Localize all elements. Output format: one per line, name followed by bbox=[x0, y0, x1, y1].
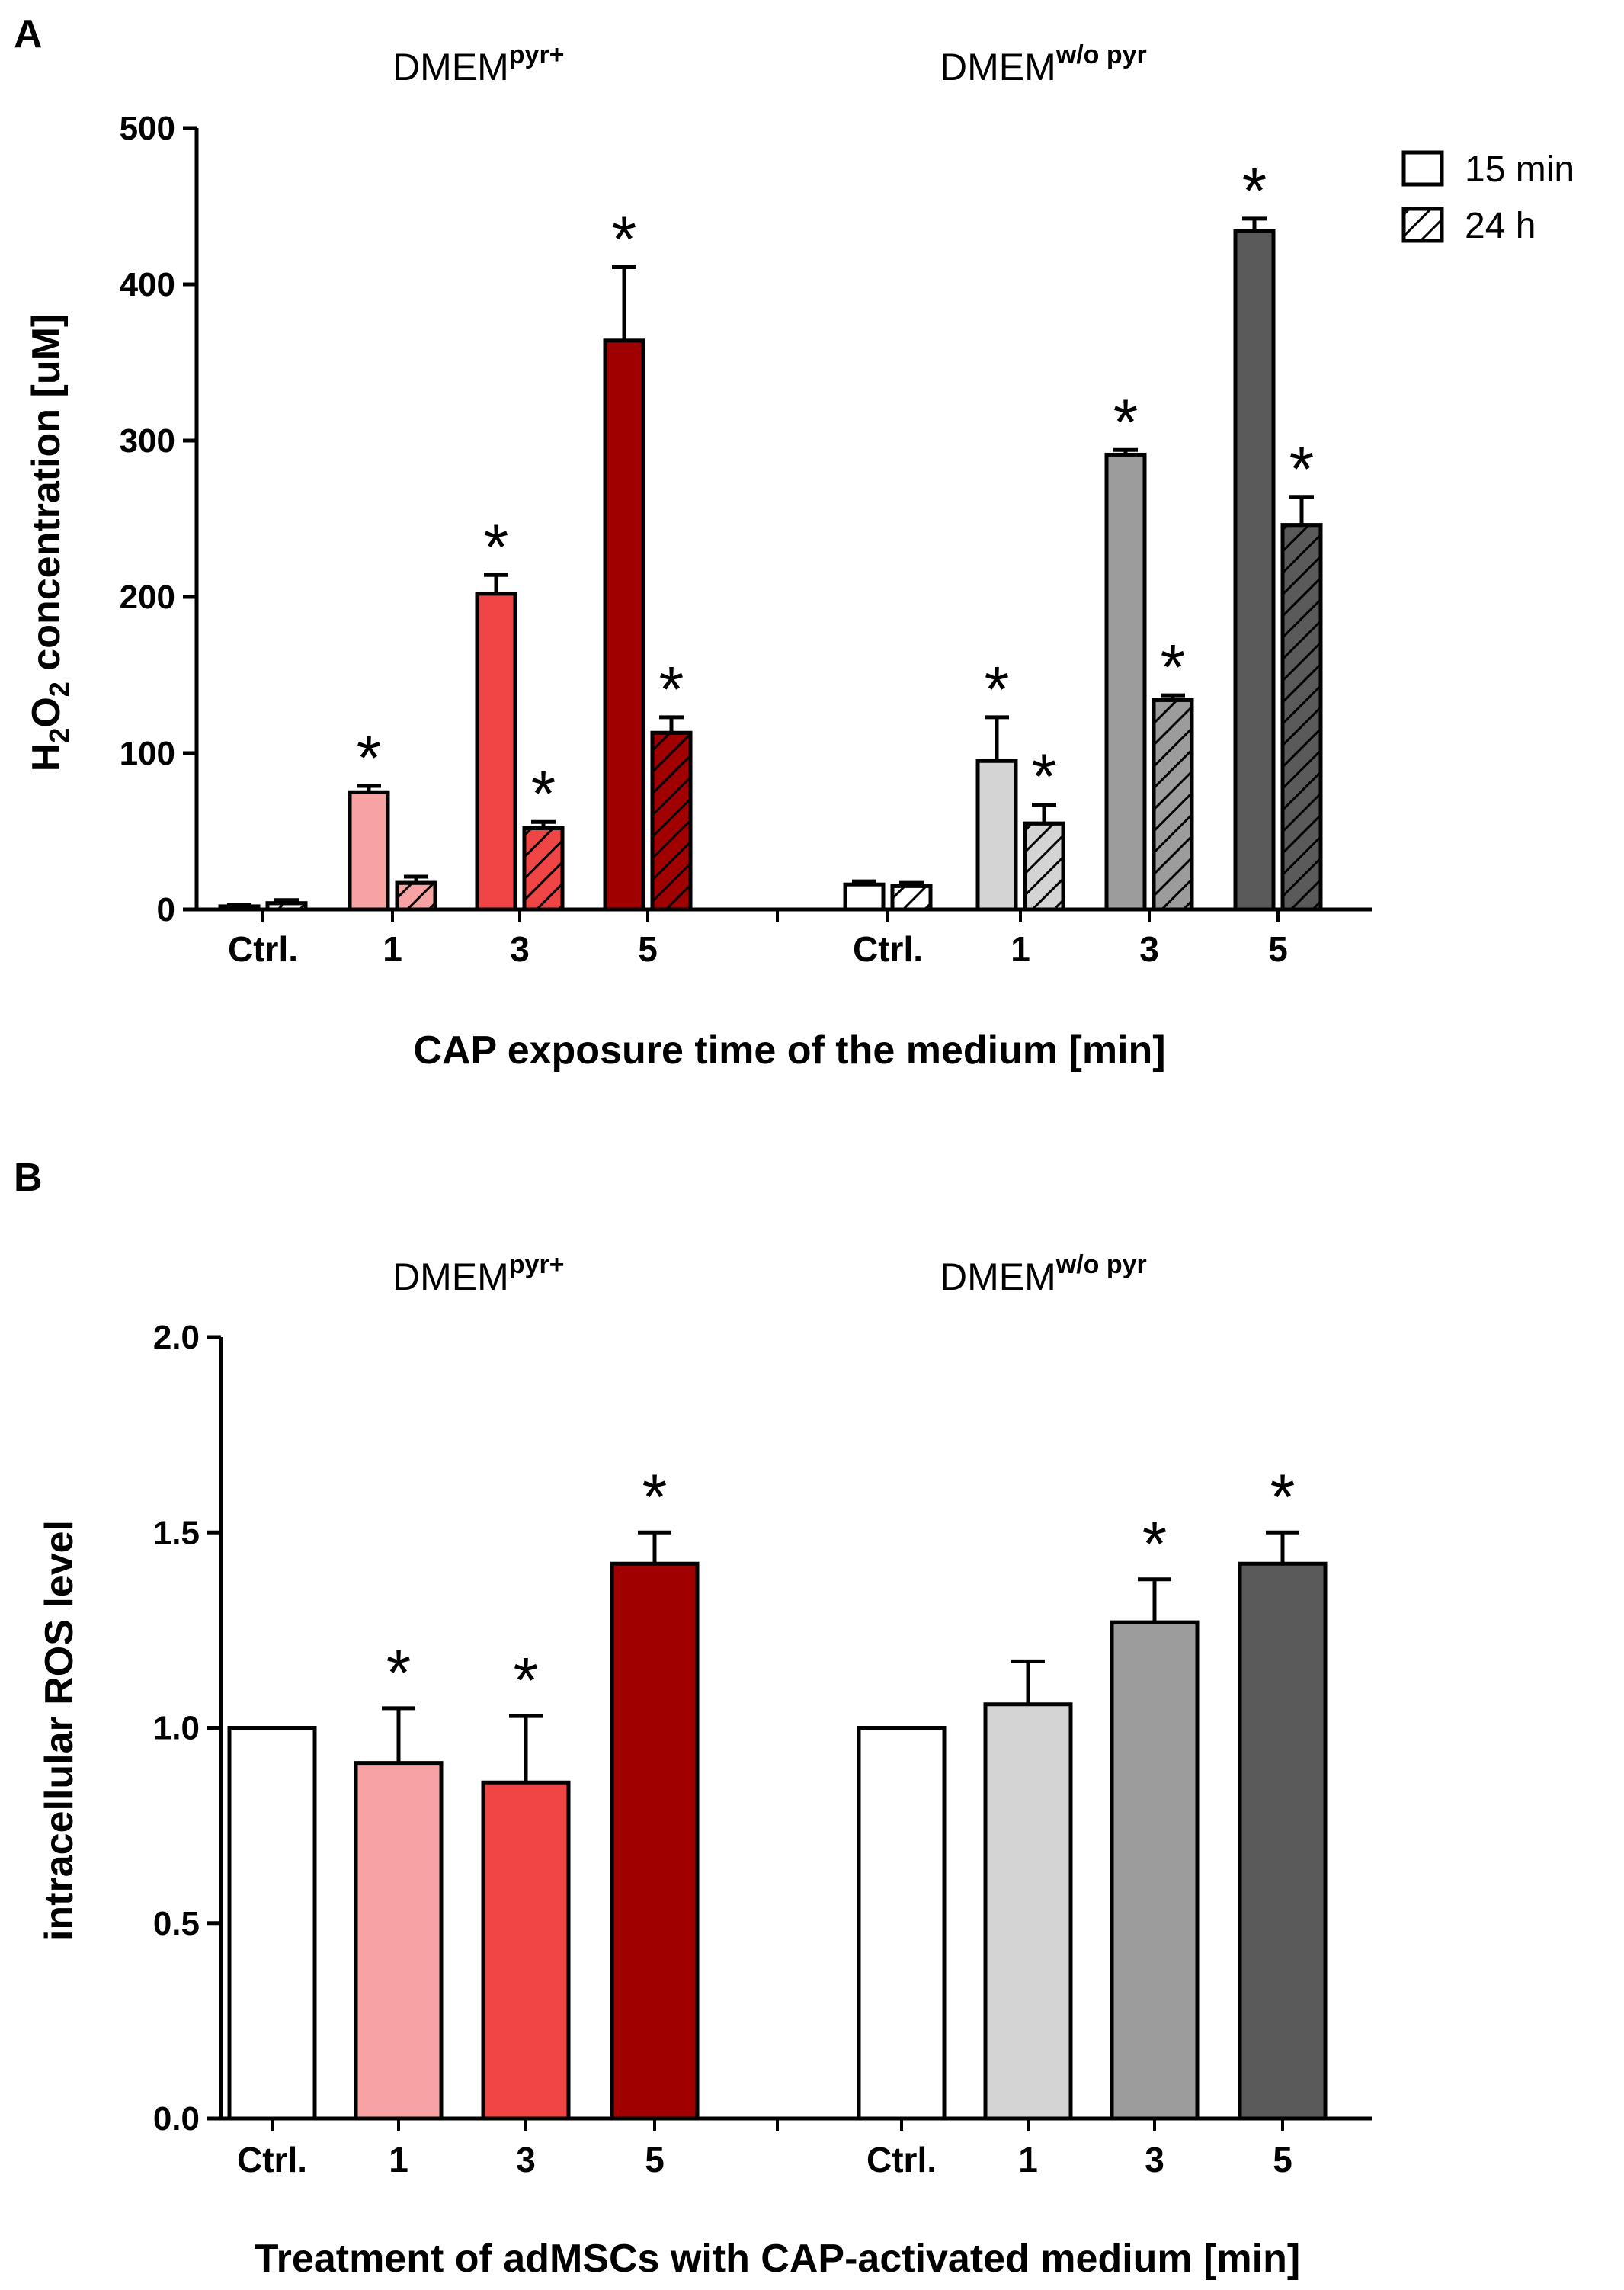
panel-b-category-label: 3 bbox=[1145, 2140, 1164, 2179]
panel-b-y-tick-label: 1.0 bbox=[153, 1710, 200, 1747]
panel-b-bar bbox=[983, 1702, 1073, 2121]
legend-swatch-15min bbox=[1401, 150, 1444, 187]
panel-b-significance-star: * bbox=[514, 1644, 539, 1716]
panel-b-y-axis-title: intracellular ROS level bbox=[37, 1520, 82, 1941]
panel-a-significance-star: * bbox=[1032, 741, 1057, 813]
panel-b-category-label: 1 bbox=[1018, 2140, 1038, 2179]
panel-a-significance-star: * bbox=[531, 758, 556, 829]
panel-a-y-tick-label: 500 bbox=[120, 110, 175, 147]
panel-a-y-axis-title: H2O2 concentration [uM] bbox=[24, 314, 75, 772]
panel-b-significance-star: * bbox=[642, 1461, 668, 1532]
panel-a-bar bbox=[1233, 229, 1276, 912]
panel-b-y-tick-label: 1.5 bbox=[153, 1514, 200, 1551]
panel-a-significance-star: * bbox=[1161, 631, 1186, 703]
panel-a-significance-star: * bbox=[612, 203, 637, 274]
legend-swatch-24h bbox=[1401, 207, 1444, 243]
panel-b-x-axis-title: Treatment of adMSCs with CAP-activated m… bbox=[255, 2237, 1300, 2281]
panel-a-x-axis-title: CAP exposure time of the medium [min] bbox=[413, 1028, 1165, 1073]
panel-b-bar bbox=[1110, 1620, 1200, 2121]
panel-a-bar bbox=[218, 904, 261, 912]
panel-a-bar-hatch bbox=[1023, 821, 1065, 912]
panel-a-category-label: 1 bbox=[383, 929, 402, 969]
panel-b-group1-title: DMEMpyr+ bbox=[392, 1250, 565, 1298]
panel-a-category-label: 5 bbox=[638, 929, 658, 969]
panel-a-significance-star: * bbox=[659, 653, 684, 725]
panel-a-significance-star: * bbox=[1113, 386, 1139, 457]
legend-label-15min: 15 min bbox=[1465, 149, 1574, 190]
legend-label-24h: 24 h bbox=[1465, 206, 1536, 246]
panel-b-y-tick-label: 0.0 bbox=[153, 2100, 200, 2138]
panel-a-category-label: 1 bbox=[1011, 929, 1030, 969]
panel-a-plot: 0 100 200 300 400 500 Ctrl. 1 * 3 * * 5 * * Ctrl. 1 * * 3 * *… bbox=[120, 110, 1372, 969]
panel-b-category-label: Ctrl. bbox=[866, 2140, 937, 2179]
panel-b-group2-title: DMEMw/o pyr bbox=[940, 1250, 1147, 1298]
panel-a-bar-hatch bbox=[890, 884, 933, 912]
panel-a-significance-star: * bbox=[985, 653, 1010, 725]
panel-b-category-label: Ctrl. bbox=[237, 2140, 307, 2179]
panel-a-bar-hatch bbox=[265, 901, 308, 912]
panel-b-plot: 0.0 0.5 1.0 1.5 2.0 Ctrl. 1 * 3 * 5 * Ctrl. 1 3 * 5 * bbox=[153, 1319, 1372, 2179]
panel-a-significance-star: * bbox=[1289, 433, 1315, 505]
panel-a-significance-star: * bbox=[484, 511, 509, 582]
panel-a-bar-hatch bbox=[1152, 698, 1194, 912]
panel-a-bar bbox=[975, 759, 1018, 912]
panel-b-bar bbox=[354, 1761, 444, 2121]
panel-a-bar bbox=[1104, 452, 1147, 912]
panel-b-bar bbox=[1238, 1561, 1328, 2121]
panel-a-y-tick-label: 400 bbox=[120, 266, 175, 303]
panel-a-group1-title: DMEMpyr+ bbox=[392, 40, 565, 88]
panel-b-bar bbox=[227, 1726, 317, 2121]
panel-a-significance-star: * bbox=[1242, 155, 1267, 226]
panel-a-category-label: 3 bbox=[510, 929, 530, 969]
panel-a-bar bbox=[348, 790, 390, 912]
panel-b-letter: B bbox=[14, 1156, 43, 1200]
panel-a-bar-hatch bbox=[650, 730, 693, 912]
panel-a-y-tick-label: 100 bbox=[120, 735, 175, 772]
panel-b-y-tick-label: 2.0 bbox=[153, 1319, 200, 1356]
panel-a-bar-hatch bbox=[395, 880, 437, 912]
panel-b-category-label: 3 bbox=[516, 2140, 536, 2179]
panel-a-bar bbox=[475, 592, 517, 912]
panel-a-category-label: 3 bbox=[1139, 929, 1159, 969]
panel-b-bar bbox=[857, 1726, 947, 2121]
panel-b-bar bbox=[481, 1780, 571, 2121]
panel-a-category-label: Ctrl. bbox=[228, 929, 298, 969]
panel-b-significance-star: * bbox=[386, 1637, 412, 1708]
panel-a-y-tick-label: 200 bbox=[120, 579, 175, 616]
panel-b-category-label: 5 bbox=[1273, 2140, 1292, 2179]
panel-a-bar bbox=[603, 338, 645, 912]
panel-a-group2-title: DMEMw/o pyr bbox=[940, 40, 1147, 88]
panel-b-category-label: 1 bbox=[389, 2140, 408, 2179]
panel-b-significance-star: * bbox=[1142, 1508, 1168, 1580]
panel-a-y-tick-label: 300 bbox=[120, 422, 175, 460]
panel-a-category-label: Ctrl. bbox=[853, 929, 923, 969]
panel-a-bar bbox=[843, 882, 886, 912]
panel-a-bar-hatch bbox=[522, 826, 565, 912]
panel-a-category-label: 5 bbox=[1268, 929, 1288, 969]
panel-a-significance-star: * bbox=[357, 722, 382, 794]
panel-b-bar bbox=[610, 1561, 700, 2121]
panel-a-bar-hatch bbox=[1280, 523, 1323, 912]
panel-a-letter: A bbox=[14, 12, 43, 56]
panel-a-legend: 15 min 24 h bbox=[1401, 149, 1574, 246]
panel-b-y-tick-label: 0.5 bbox=[153, 1905, 200, 1942]
panel-a-y-tick-label: 0 bbox=[157, 891, 175, 929]
panel-b-category-label: 5 bbox=[645, 2140, 665, 2179]
panel-b-significance-star: * bbox=[1270, 1461, 1296, 1532]
